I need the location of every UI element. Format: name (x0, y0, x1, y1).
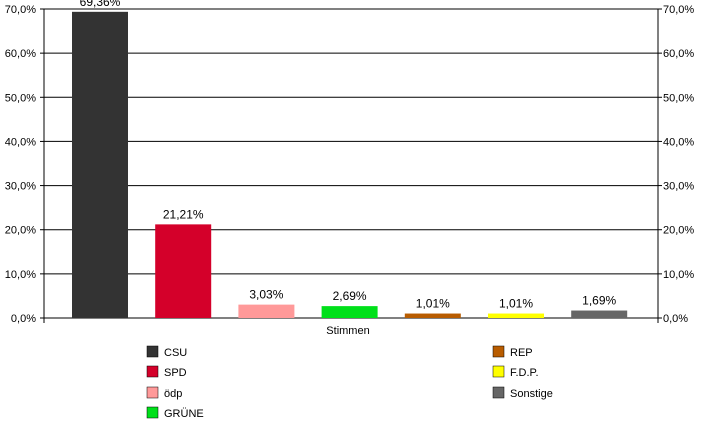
legend-label: Sonstige (510, 388, 553, 400)
y-tick-label-left: 30,0% (5, 181, 36, 193)
y-tick-label-left: 70,0% (5, 4, 36, 16)
data-label: 2,69% (333, 289, 367, 303)
legend-label: F.D.P. (510, 367, 539, 379)
bar-spd (155, 224, 212, 318)
gridlines (44, 8, 658, 275)
bar-sonstige (571, 310, 628, 318)
legend-swatch (492, 345, 505, 358)
legend-label: CSU (164, 347, 187, 359)
legend-item: F.D.P. (492, 365, 539, 379)
legend-swatch (146, 386, 159, 399)
legend-item: CSU (146, 345, 187, 359)
legend-item: Sonstige (492, 386, 553, 400)
y-tick-label-right: 0,0% (663, 313, 688, 325)
legend-label: GRÜNE (164, 408, 204, 420)
data-label: 1,69% (582, 294, 616, 308)
legend-label: SPD (164, 367, 187, 379)
y-axis-right-ticks: 0,0% 10,0% 20,0% 30,0% 40,0% 50,0% 60,0% 70,0% (658, 4, 694, 325)
bar-csu (72, 11, 128, 319)
legend-item: GRÜNE (146, 406, 204, 420)
bars (72, 11, 628, 319)
data-label: 69,36% (80, 0, 121, 9)
legend-label: REP (510, 347, 533, 359)
y-tick-label-left: 10,0% (5, 269, 36, 281)
y-tick-label-left: 20,0% (5, 225, 36, 237)
legend-swatch (492, 386, 505, 399)
y-tick-label-left: 0,0% (11, 313, 36, 325)
legend-item: ödp (146, 386, 182, 400)
data-label: 3,03% (249, 288, 283, 302)
y-tick-label-right: 20,0% (663, 225, 694, 237)
y-tick-label-right: 10,0% (663, 269, 694, 281)
y-axis-left-ticks: 0,0% 10,0% 20,0% 30,0% 40,0% 50,0% 60,0% 70,0% (5, 4, 44, 325)
y-tick-label-left: 50,0% (5, 92, 36, 104)
legend-label: ödp (164, 388, 182, 400)
y-tick-label-right: 40,0% (663, 136, 694, 148)
legend-item: REP (492, 345, 533, 359)
data-label: 1,01% (416, 297, 450, 311)
legend-item: SPD (146, 365, 187, 379)
y-tick-label-left: 40,0% (5, 136, 36, 148)
legend-swatch (146, 406, 159, 419)
bar-rep (404, 313, 461, 318)
legend-swatch (146, 365, 159, 378)
data-label: 21,21% (163, 207, 204, 221)
bar-grüne (321, 306, 378, 318)
y-tick-label-right: 50,0% (663, 92, 694, 104)
y-tick-label-right: 70,0% (663, 4, 694, 16)
axes (43, 9, 659, 323)
bar-ödp (238, 304, 295, 318)
data-labels: 69,36% 21,21% 3,03% 2,69% 1,01% 1,01% 1,69% (80, 0, 617, 311)
legend-swatch (146, 345, 159, 358)
y-tick-label-right: 30,0% (663, 181, 694, 193)
y-tick-label-left: 60,0% (5, 48, 36, 60)
legend: CSU SPD ödp GRÜNE REP F.D.P. Sonstige (146, 345, 553, 420)
x-axis-label: Stimmen (326, 325, 369, 337)
legend-swatch (492, 365, 505, 378)
y-tick-label-right: 60,0% (663, 48, 694, 60)
data-label: 1,01% (499, 297, 533, 311)
bar-f-d-p- (488, 313, 544, 318)
